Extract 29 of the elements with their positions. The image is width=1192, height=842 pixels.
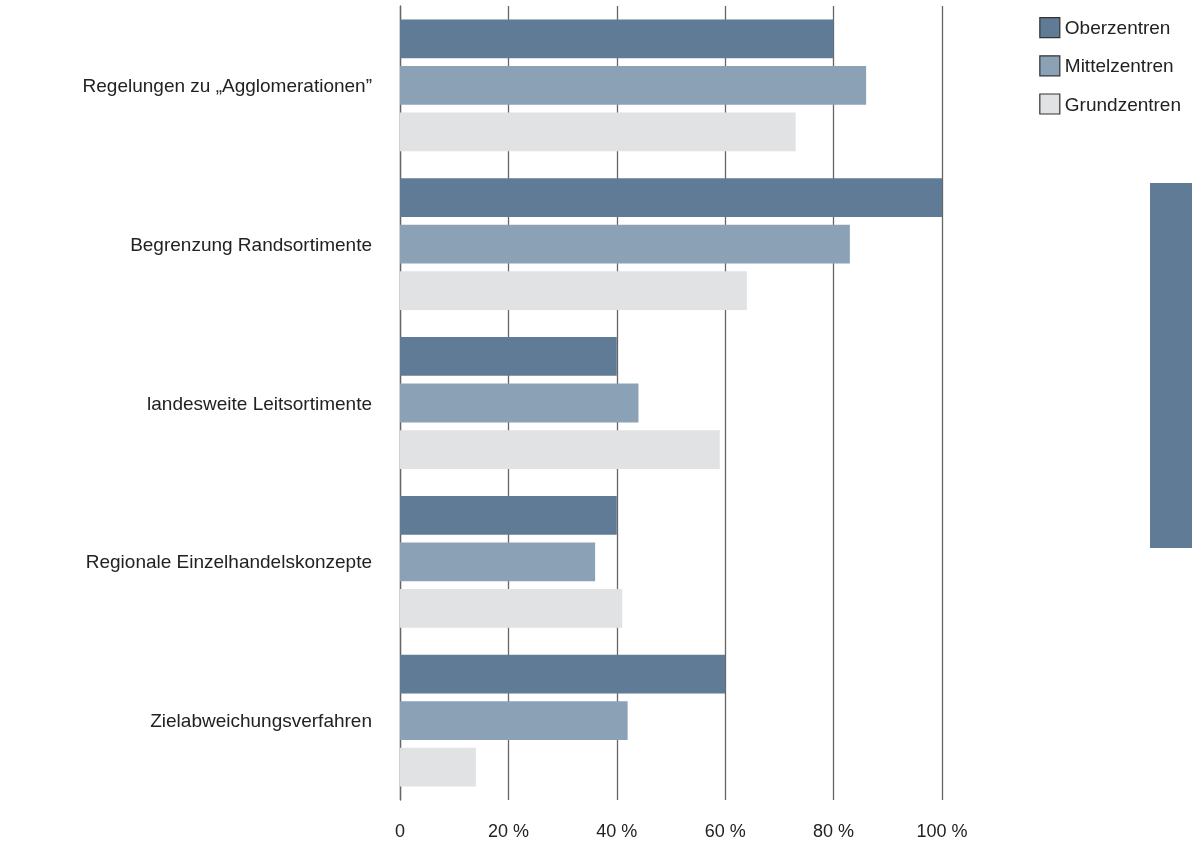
x-tick-label: 20 % (487, 821, 529, 841)
x-tick-label: 100 % (916, 821, 968, 841)
bar (400, 495, 617, 535)
bar (400, 747, 476, 787)
legend-label: Oberzentren (1064, 17, 1171, 39)
x-tick-label: 40 % (596, 821, 638, 841)
bar (400, 19, 834, 59)
legend-label: Grundzentren (1064, 93, 1182, 115)
bar (400, 271, 747, 311)
bar (400, 654, 726, 694)
bar (400, 542, 596, 582)
bar (400, 383, 639, 423)
bar (400, 701, 628, 740)
y-tick-label: Regionale Einzelhandelskonzepte (85, 551, 372, 573)
y-tick-label: Zielabweichungsverfahren (150, 710, 372, 732)
bar (400, 112, 796, 152)
y-tick-label: landesweite Leitsortimente (147, 392, 372, 414)
bar (400, 588, 623, 628)
legend-label: Mittelzentren (1064, 55, 1174, 77)
x-tick-label: 60 % (704, 821, 746, 841)
y-tick-label: Regelungen zu „Agglomerationen” (82, 74, 372, 96)
bar (400, 224, 850, 264)
x-tick-label: 0 (394, 821, 406, 841)
bar (400, 178, 942, 218)
bar (400, 337, 617, 376)
y-tick-label: Begrenzung Randsortimente (130, 233, 372, 255)
bar (400, 66, 867, 105)
x-tick-label: 80 % (813, 821, 855, 841)
bar (400, 430, 720, 469)
